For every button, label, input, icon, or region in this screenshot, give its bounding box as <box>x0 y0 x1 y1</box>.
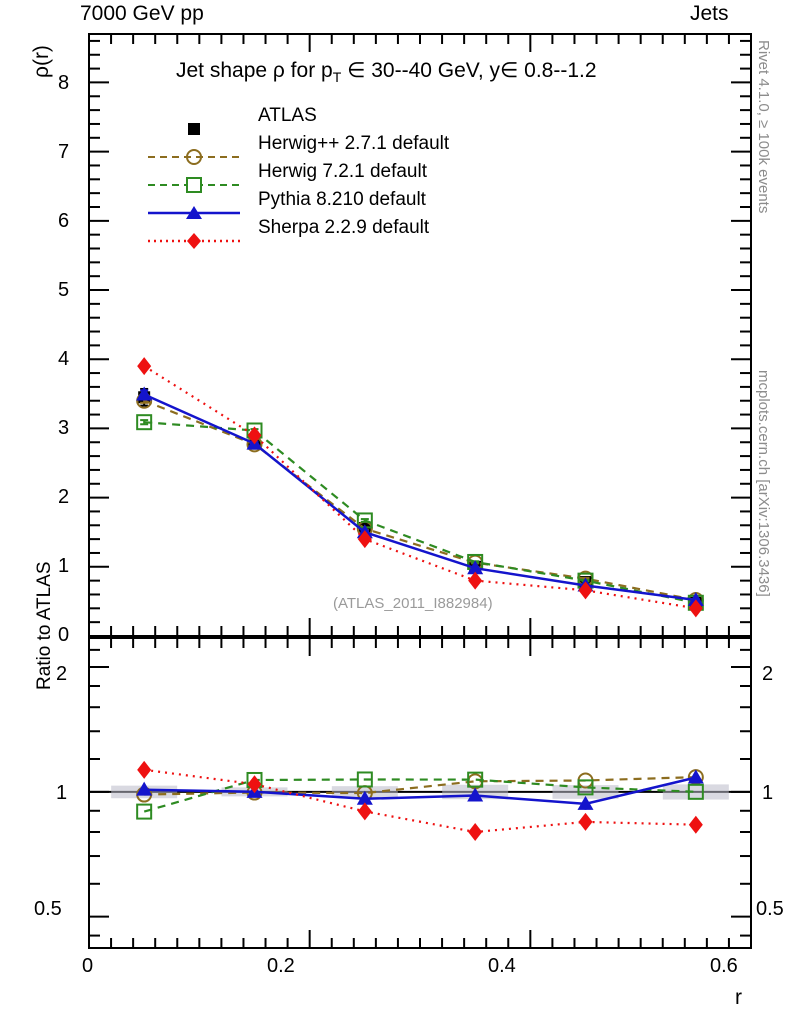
ratio-point-4-4 <box>578 812 593 831</box>
main-ytick-0: 0 <box>58 624 70 646</box>
legend-marker-atlas <box>188 123 200 135</box>
legend-item-sherpa[interactable]: Sherpa 2.2.9 default <box>140 217 520 252</box>
ratio-line-2 <box>143 778 696 813</box>
main-point-4-4 <box>578 581 593 600</box>
legend-marker-sherpa <box>148 233 240 249</box>
xtick-3: 0.6 <box>710 955 738 977</box>
x-axis-label: r <box>735 986 742 1009</box>
main-line-3 <box>143 393 696 602</box>
main-point-3-0 <box>136 386 153 401</box>
ratio-line-1 <box>144 776 696 796</box>
ratio-ytick-1-right: 1 <box>762 782 774 804</box>
legend-label-atlas: ATLAS <box>258 105 317 126</box>
main-ytick-8: 8 <box>58 72 70 94</box>
main-title: Jet shape ρ for pT ∈ 30--40 GeV, y∈ 0.8-… <box>176 58 597 85</box>
ratio-point-2-3 <box>467 771 484 788</box>
main-point-3-5 <box>687 592 704 607</box>
ratio-point-3-0 <box>136 781 153 796</box>
main-point-4-1 <box>247 426 262 445</box>
header-left: 7000 GeV pp <box>80 2 204 25</box>
ratio-point-4-2 <box>357 802 372 821</box>
ratio-point-4-3 <box>468 822 483 841</box>
main-title-part2: ∈ 30--40 GeV, y∈ 0.8--1.2 <box>341 59 597 82</box>
ratio-point-3-2 <box>356 790 373 805</box>
main-ytick-7: 7 <box>58 141 70 163</box>
ratio-point-2-0 <box>136 803 153 820</box>
ratio-point-3-4 <box>577 795 594 810</box>
main-ytick-1: 1 <box>58 555 70 577</box>
legend-marker-herwigpp <box>148 149 240 165</box>
main-line-4 <box>143 365 696 610</box>
main-point-2-0 <box>136 414 153 431</box>
main-line-2 <box>144 421 697 604</box>
ratio-point-2-4 <box>577 779 594 796</box>
ratio-ytick-2-left: 2 <box>56 663 68 685</box>
main-title-part1: Jet shape ρ for p <box>176 59 333 82</box>
xtick-1: 0.2 <box>267 955 295 977</box>
main-title-subscript: T <box>332 69 342 86</box>
legend-item-herwig7[interactable]: Herwig 7.2.1 default <box>140 161 520 196</box>
legend-marker-herwig7 <box>148 177 240 193</box>
legend-label-sherpa: Sherpa 2.2.9 default <box>258 217 430 238</box>
main-ytick-2: 2 <box>58 486 70 508</box>
legend-label-pythia: Pythia 8.210 default <box>258 189 426 210</box>
legend-label-herwigpp: Herwig++ 2.7.1 default <box>258 133 450 154</box>
legend-item-herwigpp[interactable]: Herwig++ 2.7.1 default <box>140 133 520 168</box>
main-line-1 <box>143 399 697 602</box>
ratio-point-4-5 <box>688 815 703 834</box>
main-point-4-0 <box>137 357 152 376</box>
main-ytick-3: 3 <box>58 417 70 439</box>
ratio-point-3-5 <box>687 769 704 784</box>
analysis-watermark: (ATLAS_2011_I882984) <box>333 595 493 612</box>
ratio-point-3-3 <box>467 787 484 802</box>
xtick-0: 0 <box>82 955 94 977</box>
main-point-4-5 <box>688 599 703 618</box>
ratio-line-4 <box>144 768 696 834</box>
main-ytick-4: 4 <box>58 348 70 370</box>
main-point-4-2 <box>357 530 372 549</box>
ratio-ytick-05-right: 0.5 <box>756 898 784 920</box>
header-right: Jets <box>690 2 729 25</box>
ratio-line-3 <box>144 776 697 806</box>
ratio-ytick-2-right: 2 <box>762 663 774 685</box>
ratio-point-2-5 <box>687 783 704 800</box>
legend-item-atlas[interactable]: ATLAS <box>140 105 520 140</box>
main-point-4-3 <box>468 571 483 590</box>
main-ytick-6: 6 <box>58 210 70 232</box>
ratio-point-2-2 <box>356 771 373 788</box>
ratio-point-4-0 <box>137 760 152 779</box>
legend-marker-pythia <box>148 206 240 219</box>
legend-item-pythia[interactable]: Pythia 8.210 default <box>140 189 520 224</box>
ratio-ytick-1-left: 1 <box>56 782 68 804</box>
main-ytick-5: 5 <box>58 279 70 301</box>
ratio-point-4-1 <box>247 775 262 794</box>
xtick-2: 0.4 <box>488 955 516 977</box>
legend-label-herwig7: Herwig 7.2.1 default <box>258 161 427 182</box>
ratio-uncertainty-band <box>662 784 729 800</box>
ratio-ytick-05-left: 0.5 <box>34 898 62 920</box>
main-point-3-3 <box>467 560 484 575</box>
